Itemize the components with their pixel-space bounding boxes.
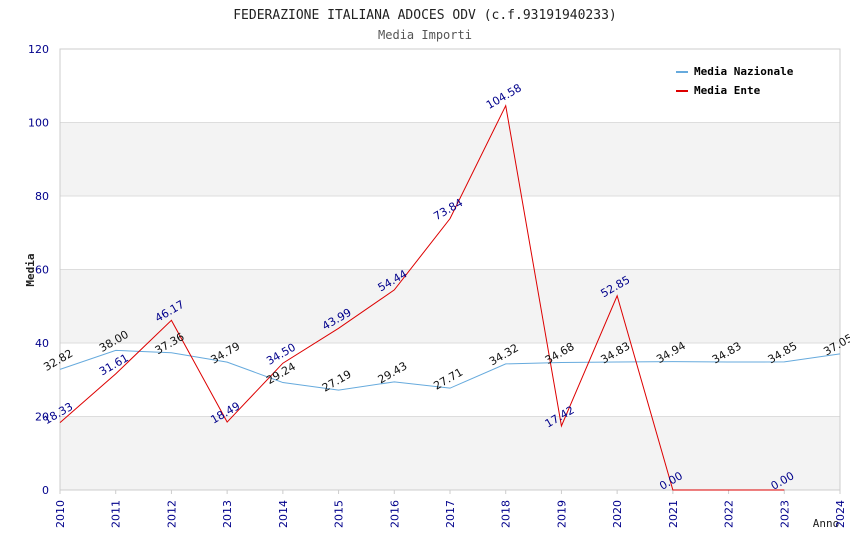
y-tick-label: 80 — [35, 190, 49, 203]
x-tick-label: 2023 — [778, 500, 791, 528]
x-tick-label: 2017 — [444, 500, 457, 528]
x-tick-label: 2018 — [500, 500, 513, 528]
legend-label-media-ente: Media Ente — [694, 84, 761, 97]
series-line-media-ente — [59, 104, 785, 491]
data-label: 32.82 — [41, 347, 75, 374]
x-tick-label: 2022 — [723, 500, 736, 528]
y-axis-label: Media — [24, 253, 37, 286]
series-line-media-nazionale — [59, 349, 841, 391]
series-lines — [59, 104, 841, 491]
y-tick-label: 60 — [35, 264, 49, 277]
plot-band — [60, 122, 840, 196]
x-tick-label: 2024 — [834, 500, 847, 528]
x-tick-label: 2014 — [277, 500, 290, 528]
plot-band — [60, 416, 840, 490]
legend-box — [670, 60, 810, 102]
y-tick-label: 0 — [42, 484, 49, 497]
data-label: 27.71 — [431, 366, 465, 393]
x-tick-label: 2011 — [110, 500, 123, 528]
plot-band — [60, 269, 840, 343]
x-axis-label: Anno — [813, 517, 840, 530]
y-axis-ticks: 0 20 40 60 80 100 120 — [28, 43, 49, 497]
data-label: 27.19 — [320, 368, 354, 395]
chart-subtitle: Media Importi — [378, 28, 472, 42]
x-tick-label: 2021 — [667, 500, 680, 528]
plot-bands — [60, 122, 840, 490]
y-tick-label: 100 — [28, 117, 49, 130]
x-tick-label: 2020 — [611, 500, 624, 528]
x-axis-ticks: 2010 2011 2012 2013 2014 2015 2016 2017 2018 2019… — [54, 490, 847, 528]
y-tick-label: 120 — [28, 43, 49, 56]
x-tick-label: 2010 — [54, 500, 67, 528]
y-tick-label: 40 — [35, 337, 49, 350]
chart-title: FEDERAZIONE ITALIANA ADOCES ODV (c.f.931… — [233, 8, 617, 23]
x-tick-label: 2019 — [555, 500, 568, 528]
legend-label-media-nazionale: Media Nazionale — [694, 65, 794, 78]
x-tick-label: 2012 — [165, 500, 178, 528]
x-tick-label: 2013 — [221, 500, 234, 528]
data-label: 104.58 — [484, 81, 524, 112]
y-tick-label: 20 — [35, 411, 49, 424]
data-label: 73.84 — [431, 196, 465, 223]
data-label: 34.79 — [209, 340, 243, 367]
x-tick-label: 2016 — [388, 500, 401, 528]
legend: Media Nazionale Media Ente — [670, 60, 810, 102]
x-tick-label: 2015 — [333, 500, 346, 528]
